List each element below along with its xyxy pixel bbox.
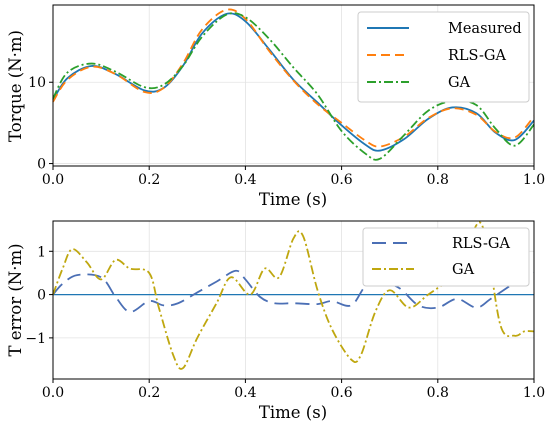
torque-series-rls-ga: [52, 8, 535, 148]
error-xtick-label-0: 0.0: [42, 385, 64, 401]
torque-chart: 0.0 0.2 0.4 0.6 0.8 1.0 0 10 Time (s) Torque (N…: [6, 4, 545, 209]
error-ytick-label-2: 1: [37, 244, 46, 260]
error-ytick-label-0: −1: [25, 331, 46, 347]
torque-legend: Measured RLS-GA GA: [357, 11, 530, 103]
torque-plot-frame: [52, 4, 535, 167]
torque-xtick-label-2: 0.4: [234, 172, 256, 188]
error-xtick-label-5: 1.0: [523, 385, 545, 401]
torque-legend-label-ga: GA: [448, 75, 471, 91]
torque-ylabel: Torque (N·m): [6, 30, 25, 142]
torque-ticks-layer: 0.0 0.2 0.4 0.6 0.8 1.0 0 10: [28, 75, 545, 188]
torque-xtick-label-3: 0.6: [330, 172, 352, 188]
torque-xtick-label-5: 1.0: [523, 172, 545, 188]
error-xtick-label-3: 0.6: [330, 385, 352, 401]
error-legend-label-rls-ga: RLS-GA: [452, 236, 510, 252]
torque-legend-label-rls-ga: RLS-GA: [448, 48, 506, 64]
error-xlabel: Time (s): [259, 403, 327, 422]
torque-legend-label-measured: Measured: [448, 21, 522, 37]
torque-legend-box: [357, 11, 530, 103]
torque-xtick-label-1: 0.2: [138, 172, 160, 188]
error-series-rls-ga: [52, 269, 535, 313]
torque-ytick-label-1: 10: [28, 75, 46, 91]
error-xtick-label-2: 0.4: [234, 385, 256, 401]
error-xtick-label-4: 0.8: [427, 385, 449, 401]
error-ticks-layer: 0.0 0.2 0.4 0.6 0.8 1.0 −1 0 1: [25, 244, 545, 401]
error-chart: 0.0 0.2 0.4 0.6 0.8 1.0 −1 0 1 Time (s) T error …: [6, 220, 545, 422]
error-ytick-label-1: 0: [37, 288, 46, 304]
error-plot-frame: [52, 220, 535, 380]
torque-xtick-label-4: 0.8: [427, 172, 449, 188]
error-ylabel: T error (N·m): [6, 243, 25, 356]
torque-series-measured: [52, 12, 535, 152]
torque-xlabel: Time (s): [259, 190, 327, 209]
error-xtick-label-1: 0.2: [138, 385, 160, 401]
error-legend-label-ga: GA: [452, 262, 475, 278]
error-legend: RLS-GA GA: [362, 227, 530, 287]
torque-ytick-label-0: 0: [37, 157, 46, 173]
torque-xtick-label-0: 0.0: [42, 172, 64, 188]
